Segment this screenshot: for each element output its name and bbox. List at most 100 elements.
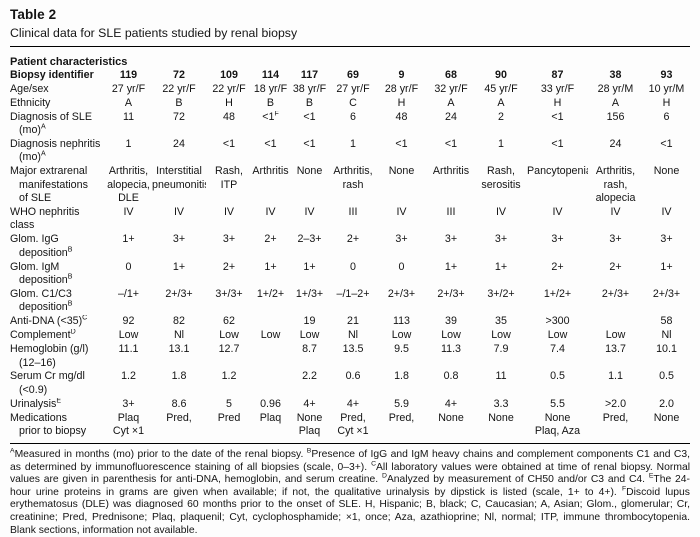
table-cell xyxy=(252,343,289,370)
table-cell: 0.6 xyxy=(345,370,361,383)
table-cell: 1+ xyxy=(494,260,508,273)
table-cell: 7.9 xyxy=(493,343,509,356)
table-cell: 24 xyxy=(445,110,457,123)
table-cell: None xyxy=(388,165,415,178)
table-cell: 2+/3+ xyxy=(165,288,193,300)
row-label: Diagnosis nephritis (mo)A xyxy=(10,138,101,164)
row-label: Serum Cr mg/dl (<0.9) xyxy=(10,370,85,396)
table-cell: Pred, Cyt ×1 xyxy=(337,411,369,438)
table-cell: 82 xyxy=(173,315,185,328)
table-cell: Arthritis xyxy=(432,165,470,178)
table-cell: 28 yr/F xyxy=(384,82,419,95)
table-cell: 7.4 xyxy=(550,343,565,356)
table-head: Biopsy identifier 119 72 109 114 117 69 9 68 90 87… xyxy=(10,69,690,83)
table-cell: 11.3 xyxy=(440,343,461,356)
table-cell: Low xyxy=(260,329,281,342)
table-cell: 0.5 xyxy=(550,370,565,383)
row-label: Major extrarenal manifestations of SLE xyxy=(10,165,88,205)
table-cell: IV xyxy=(552,206,563,219)
table-cell: –/1–2+ xyxy=(336,288,370,300)
footnotes-text: AMeasured in months (mo) prior to the da… xyxy=(10,447,691,536)
table-cell: 27 yr/F xyxy=(111,82,146,95)
table-cell: 2–3+ xyxy=(297,233,322,246)
table-cell: 62 xyxy=(223,315,235,328)
row-label: Glom. IgG depositionB xyxy=(10,233,73,259)
table-number-title: Table 2 xyxy=(10,7,57,22)
table-cell: 4+ xyxy=(346,397,360,410)
table-cell: 3+ xyxy=(551,233,564,246)
table-cell: 3+ xyxy=(444,233,458,246)
table-cell: IV xyxy=(495,206,507,219)
table-cell: 12.7 xyxy=(218,343,240,356)
table-cell: 2 xyxy=(498,110,504,123)
table-cell: <1 xyxy=(551,138,564,151)
table-cell: Arthritis xyxy=(252,165,289,178)
table-cell: None xyxy=(438,411,464,424)
table-cell: 6 xyxy=(663,110,670,123)
table-cell: IV xyxy=(123,206,134,219)
table-row: Glom. IgM depositionB 0 1+ 2+ 1+ 1+ 0 0 1+ 1+ 2+ 2+ 1… xyxy=(10,261,690,288)
table-cell: 8.7 xyxy=(302,343,317,356)
table-row: Hemoglobin (g/l) (12–16) 11.1 13.1 12.7 8.7 13… xyxy=(10,343,690,370)
table-cell: 2.2 xyxy=(302,370,317,383)
row-label: Hemoglobin (g/l) (12–16) xyxy=(10,343,89,369)
table-cell: 2+/3+ xyxy=(387,288,416,300)
row-label: Medications prior to biopsy xyxy=(10,411,87,438)
table-cell: Arthritis, rash xyxy=(333,165,373,191)
table-cell: 2+ xyxy=(222,260,236,273)
table-cell: 2+ xyxy=(609,260,622,273)
column-header-biopsy-38: 38 xyxy=(609,69,622,81)
table-cell: 24 xyxy=(173,138,185,151)
table-cell: 33 yr/F xyxy=(540,82,575,95)
table-cell: <1 xyxy=(303,138,316,151)
table-cell: 58 xyxy=(660,315,673,328)
table-cell: IV xyxy=(661,206,672,219)
table-cell: 1+ xyxy=(444,260,458,273)
table-cell: 24 xyxy=(609,138,622,151)
column-header-biopsy-93: 93 xyxy=(660,69,673,81)
table-cell: 35 xyxy=(495,315,507,328)
table-cell: 11 xyxy=(122,110,135,123)
table-cell: 1+/2+ xyxy=(543,288,572,300)
table-cell: None xyxy=(296,165,323,178)
table-cell: H xyxy=(553,96,562,109)
table-cell: 2.0 xyxy=(659,397,674,410)
row-label: Ethnicity xyxy=(10,96,51,109)
column-header-biopsy-114: 114 xyxy=(261,69,280,81)
table-cell: A xyxy=(447,96,455,109)
table-cell: 48 xyxy=(395,110,408,123)
table-cell: Low xyxy=(441,329,461,342)
row-label: ComplementD xyxy=(10,329,76,342)
table-cell: 1+/2+ xyxy=(256,288,285,300)
table-cell: B xyxy=(266,96,275,109)
row-label: Diagnosis of SLE (mo)A xyxy=(10,110,92,137)
table-cell: Arthritis, rash, alopecia xyxy=(595,165,636,205)
table-cell: 113 xyxy=(392,315,411,328)
table-cell: Arthritis, alopecia, DLE xyxy=(107,165,150,205)
table-cell: 3+/2+ xyxy=(487,288,515,300)
table-cell: 3+ xyxy=(122,397,135,410)
biopsy-identifier-header-row: Biopsy identifier 119 72 109 114 117 69 9 68 90 87… xyxy=(10,69,690,83)
table-cell: 1+ xyxy=(660,260,673,273)
table-row: Age/sex 27 yr/F 22 yr/F 22 yr/F 18 yr/F 38 yr… xyxy=(10,83,690,97)
table-cell: 13.5 xyxy=(342,343,364,356)
table-row: WHO nephritis class IV IV IV IV IV III IV III IV I… xyxy=(10,206,690,233)
table-cell: None xyxy=(653,165,680,178)
table-row: Diagnosis nephritis (mo)A 1 24 <1 <1 <1 1 <1 <1 1 <… xyxy=(10,138,690,165)
table-cell xyxy=(252,315,289,329)
table-cell: 5.9 xyxy=(394,397,409,410)
table-cell: A xyxy=(497,96,505,109)
table-cell: None Plaq xyxy=(296,411,323,438)
table-cell: <1 xyxy=(303,110,316,123)
table-cell: 1 xyxy=(498,138,504,151)
table-row: Serum Cr mg/dl (<0.9) 1.2 1.8 1.2 2.2 0.6 1.8 0.… xyxy=(10,370,690,397)
column-header-biopsy-87: 87 xyxy=(551,69,564,81)
row-label: UrinalysisE xyxy=(10,397,62,410)
column-header-biopsy-109: 109 xyxy=(220,69,238,81)
table-cell: III xyxy=(348,206,358,219)
column-header-biopsy-117: 117 xyxy=(300,69,319,81)
table-cell: Pred, xyxy=(388,411,415,424)
table-cell: >2.0 xyxy=(604,397,627,410)
table-row: Ethnicity A B H B B C H A A H A H xyxy=(10,97,690,111)
